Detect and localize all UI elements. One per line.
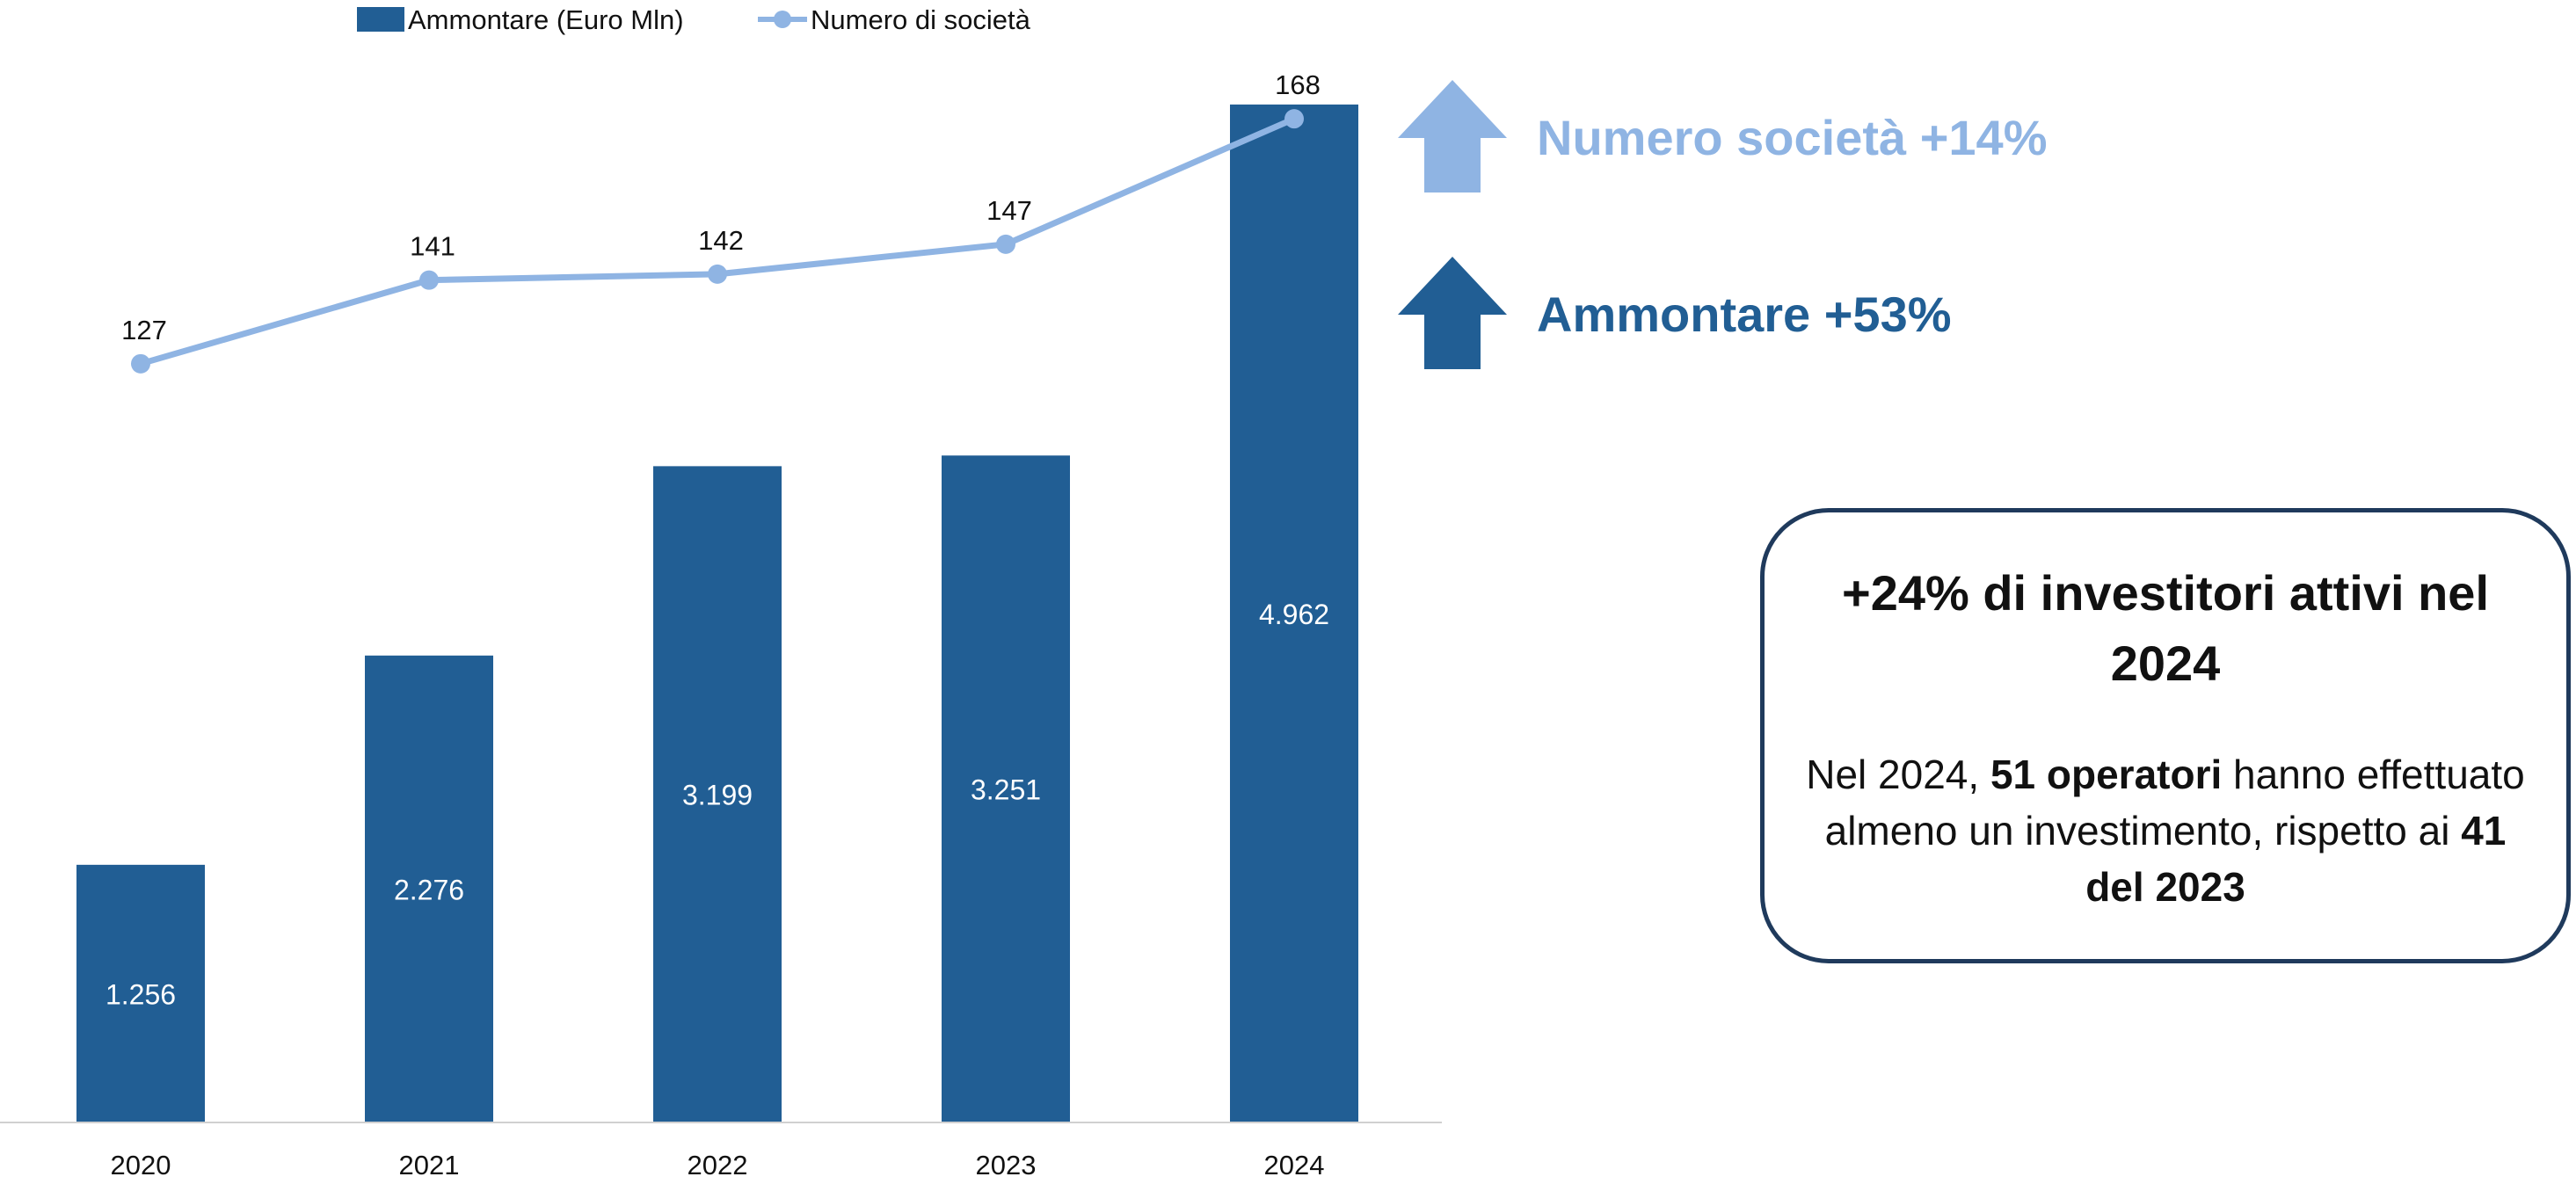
highlight-text: Ammontare +53% (1537, 287, 1952, 342)
arrow-up-icon (1398, 257, 1507, 369)
x-tick-label: 2024 (1264, 1150, 1325, 1180)
callout-body-bold: 41 del 2023 (2085, 808, 2507, 910)
x-axis-ticks: 2020 2021 2022 2023 2024 (111, 1150, 1325, 1180)
x-tick-label: 2022 (688, 1150, 748, 1180)
line-point (708, 264, 727, 284)
line-series: 127 141 142 147 168 (121, 69, 1321, 374)
bar-value-label: 3.199 (682, 780, 753, 811)
line-value-label: 127 (121, 315, 167, 345)
legend: Ammontare (Euro Mln) Numero di società (357, 4, 1031, 35)
line-point (131, 353, 150, 374)
line-value-label: 142 (698, 225, 744, 256)
line-point (996, 234, 1015, 254)
line-point (419, 270, 439, 290)
bar (1230, 104, 1358, 1122)
line-value-label: 141 (410, 231, 455, 262)
legend-line-marker (774, 11, 791, 28)
highlight-text: Numero società +14% (1537, 110, 2047, 165)
bar-value-label: 4.962 (1259, 599, 1329, 630)
bar-value-label: 3.251 (971, 774, 1041, 806)
x-tick-label: 2020 (111, 1150, 171, 1180)
x-tick-label: 2023 (976, 1150, 1037, 1180)
bar (76, 864, 205, 1122)
bar-value-label: 2.276 (394, 874, 464, 905)
highlights: Numero società +14% Ammontare +53% (1398, 80, 2047, 369)
callout-title: +24% di investitori attivi nel 2024 (1841, 565, 2489, 691)
bar (365, 655, 493, 1122)
line-value-label: 147 (986, 195, 1032, 226)
bar-value-label: 1.256 (106, 978, 176, 1010)
bar (942, 455, 1070, 1122)
x-tick-label: 2021 (399, 1150, 460, 1180)
callout-body-bold: 51 operatori (1990, 752, 2223, 797)
legend-bar-swatch (357, 7, 404, 32)
line-value-label: 168 (1275, 69, 1321, 100)
bar-series: 1.256 2.276 3.199 3.251 4.962 (76, 104, 1358, 1122)
legend-line-label: Numero di società (811, 4, 1031, 35)
callout-body-part: hanno effettuato almeno un investimento,… (1824, 752, 2525, 853)
arrow-up-icon (1398, 80, 1507, 192)
line-point (1284, 109, 1304, 129)
bar (653, 466, 782, 1122)
callout-body: Nel 2024, 51 operatori hanno effettuato … (1796, 746, 2535, 915)
legend-bar-label: Ammontare (Euro Mln) (408, 4, 684, 35)
callout-body-part: Nel 2024, (1806, 752, 1990, 797)
callout-box: +24% di investitori attivi nel 2024 Nel … (1760, 508, 2571, 963)
